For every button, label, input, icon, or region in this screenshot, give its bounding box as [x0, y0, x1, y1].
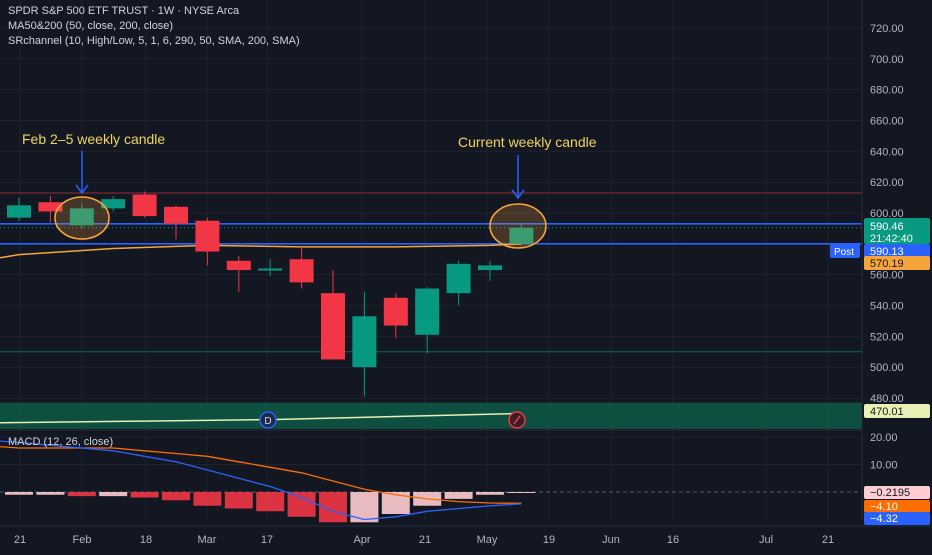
macd-histogram-bar[interactable]	[99, 492, 128, 497]
price-tick-label: 720.00	[870, 23, 904, 35]
time-tick-label: Feb	[73, 534, 92, 546]
bar-countdown: 21:42:40	[870, 233, 913, 245]
candle-body[interactable]	[478, 265, 502, 271]
ma-price-tag[interactable]	[864, 256, 930, 270]
arrow-right-head	[511, 189, 525, 200]
price-tick-label: 700.00	[870, 54, 904, 66]
macd-indicator-label[interactable]: MACD (12, 26, close)	[8, 436, 114, 448]
candle-body[interactable]	[101, 199, 126, 209]
candle-body[interactable]	[164, 206, 188, 224]
macd-histogram-bar[interactable]	[256, 492, 285, 512]
highlight-circle-right	[489, 203, 547, 249]
price-tick-label: 520.00	[870, 331, 904, 343]
lightning-icon	[513, 415, 521, 425]
macd-histogram-bar[interactable]	[193, 492, 222, 506]
candle-body[interactable]	[69, 208, 94, 226]
srchannel-indicator-label[interactable]: SRchannel (10, High/Low, 5, 1, 6, 290, 5…	[8, 35, 300, 47]
candle-body[interactable]	[258, 268, 283, 271]
macd-histogram-bar[interactable]	[444, 492, 473, 499]
annotation-left: Feb 2–5 weekly candle	[22, 131, 166, 147]
ma-price-value: 570.19	[870, 258, 904, 270]
ma200-price-value: 470.01	[870, 406, 904, 418]
dividend-marker[interactable]	[259, 411, 277, 429]
price-tick-label: 560.00	[870, 270, 904, 282]
macd-value-label: −4.32	[870, 513, 898, 525]
macd-histogram-bar[interactable]	[224, 492, 253, 509]
price-tick-label: 540.00	[870, 301, 904, 313]
arrow-left-head	[75, 184, 89, 195]
time-tick-label: 19	[543, 534, 555, 546]
time-tick-label: 17	[261, 534, 273, 546]
candle-body[interactable]	[321, 293, 345, 360]
ma50-line	[0, 243, 522, 259]
price-tick-label: 600.00	[870, 208, 904, 220]
macd-histogram-bar[interactable]	[67, 492, 96, 497]
macd-histogram-bar[interactable]	[162, 492, 190, 501]
candle-body[interactable]	[38, 202, 63, 212]
last-price-tag[interactable]	[864, 218, 930, 244]
candle-body[interactable]	[446, 263, 471, 294]
time-tick-label: 21	[419, 534, 431, 546]
candle-body[interactable]	[7, 205, 31, 218]
last-price-value: 590.46	[870, 221, 904, 233]
macd-histogram-bar[interactable]	[287, 492, 316, 517]
time-axis-bg	[0, 526, 932, 550]
candle-body[interactable]	[415, 288, 440, 335]
ma200-price-tag[interactable]	[864, 404, 930, 418]
highlight-circle-left	[54, 196, 110, 240]
macd-value-label: −4.10	[870, 501, 898, 513]
macd-tick-label: 20.00	[870, 432, 898, 444]
macd-histogram-bar[interactable]	[130, 492, 159, 498]
macd-value-tag[interactable]	[864, 486, 930, 499]
macd-value-tag[interactable]	[864, 512, 930, 525]
price-tick-label: 660.00	[870, 116, 904, 128]
dividend-marker-label: D	[264, 416, 271, 427]
annotation-right: Current weekly candle	[458, 134, 597, 150]
time-tick-label: May	[477, 534, 498, 546]
time-tick-label: Apr	[353, 534, 370, 546]
time-tick-label: Jul	[759, 534, 773, 546]
post-tag-label: Post	[834, 247, 854, 258]
candle-body[interactable]	[289, 259, 314, 283]
macd-histogram-bar[interactable]	[476, 492, 504, 495]
macd-histogram-bar[interactable]	[5, 492, 33, 495]
time-tick-label: 21	[14, 534, 26, 546]
macd-tick-label: 10.00	[870, 460, 898, 472]
price-tick-label: 480.00	[870, 393, 904, 405]
macd-histogram-bar[interactable]	[36, 492, 65, 495]
candle-body[interactable]	[226, 260, 251, 271]
candle-body[interactable]	[509, 227, 534, 244]
chart-legend: SPDR S&P 500 ETF TRUST · 1W · NYSE Arca …	[8, 4, 300, 49]
candle-body[interactable]	[383, 297, 408, 326]
post-price-value: 590.13	[870, 246, 904, 258]
post-price-tag[interactable]	[864, 244, 930, 258]
price-tick-label: 640.00	[870, 146, 904, 158]
macd-histogram-bar[interactable]	[350, 492, 379, 523]
macd-value-tag[interactable]	[864, 500, 930, 513]
price-tick-label: 680.00	[870, 85, 904, 97]
price-tick-label: 620.00	[870, 177, 904, 189]
macd-histogram-bar[interactable]	[507, 492, 536, 493]
time-tick-label: Mar	[198, 534, 217, 546]
post-tag	[830, 244, 860, 258]
macd-line	[0, 440, 522, 521]
ma-indicator-label[interactable]: MA50&200 (50, close, 200, close)	[8, 20, 174, 32]
time-tick-label: Jun	[602, 534, 620, 546]
time-tick-label: 18	[140, 534, 152, 546]
symbol-title[interactable]: SPDR S&P 500 ETF TRUST · 1W · NYSE Arca	[8, 5, 240, 17]
macd-histogram-bar[interactable]	[381, 492, 410, 514]
candle-body[interactable]	[352, 316, 377, 368]
candle-body[interactable]	[195, 220, 220, 252]
macd-value-label: −0.2195	[870, 487, 910, 499]
candle-body[interactable]	[132, 194, 157, 217]
time-tick-label: 21	[822, 534, 834, 546]
time-tick-label: 16	[667, 534, 679, 546]
price-tick-label: 500.00	[870, 362, 904, 374]
